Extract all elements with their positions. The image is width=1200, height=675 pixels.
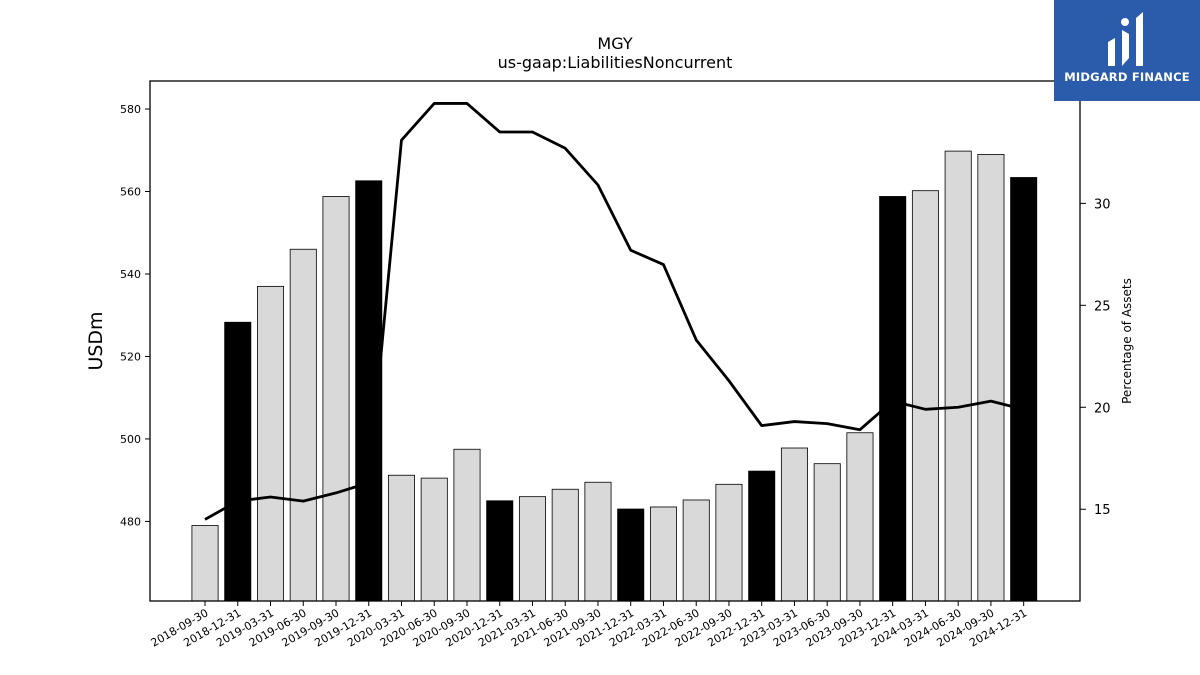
y2-axis: 15 20 25 30 [1080,197,1111,518]
bar [486,500,514,602]
bars-layer [191,150,1038,602]
logo-mark-icon [1108,12,1143,66]
y2-tick-label: 25 [1094,299,1111,314]
series-line [204,102,1025,521]
chart-subtitle: us-gaap:LiabilitiesNoncurrent [498,53,733,72]
midgard-finance-logo: MIDGARD FINANCE [1054,0,1200,101]
y2-tick-label: 20 [1094,401,1111,416]
bar [813,463,841,602]
y2-tick-label: 15 [1094,503,1111,518]
bar [748,470,776,602]
bar [551,488,579,602]
y2-axis-label: Percentage of Assets [1120,278,1134,404]
bar [944,150,972,602]
bar [584,481,612,602]
bar [649,506,677,602]
bar [682,499,710,602]
y-tick-label: 540 [120,268,141,281]
bar [420,477,448,602]
y2-tick-label: 30 [1094,197,1111,212]
plot-frame [149,80,1081,602]
y-tick-label: 580 [120,103,141,116]
bar [191,525,219,602]
line-layer [204,102,1025,521]
y-axis-label: USDm [85,311,107,370]
y-tick-label: 560 [120,186,141,199]
bar [617,508,645,602]
bar [453,448,481,602]
bar [289,248,317,602]
bar [879,196,907,602]
bar [977,153,1005,602]
y-axis: 480 500 520 540 560 580 [120,103,150,528]
bar [224,321,252,602]
bar [387,474,415,602]
y-tick-label: 520 [120,350,141,363]
bar [911,190,939,602]
bar [1010,177,1038,602]
y-tick-label: 500 [120,433,141,446]
chart-title: MGY [597,34,632,53]
bar [257,285,285,602]
logo-text: MIDGARD FINANCE [1064,70,1190,84]
bar [322,196,350,602]
bar [518,496,546,602]
y-tick-label: 480 [120,515,141,528]
x-axis: 2018-09-302018-12-312019-03-312019-06-30… [149,601,1029,650]
bar [780,447,808,602]
bar [715,483,743,602]
bar [846,432,874,602]
